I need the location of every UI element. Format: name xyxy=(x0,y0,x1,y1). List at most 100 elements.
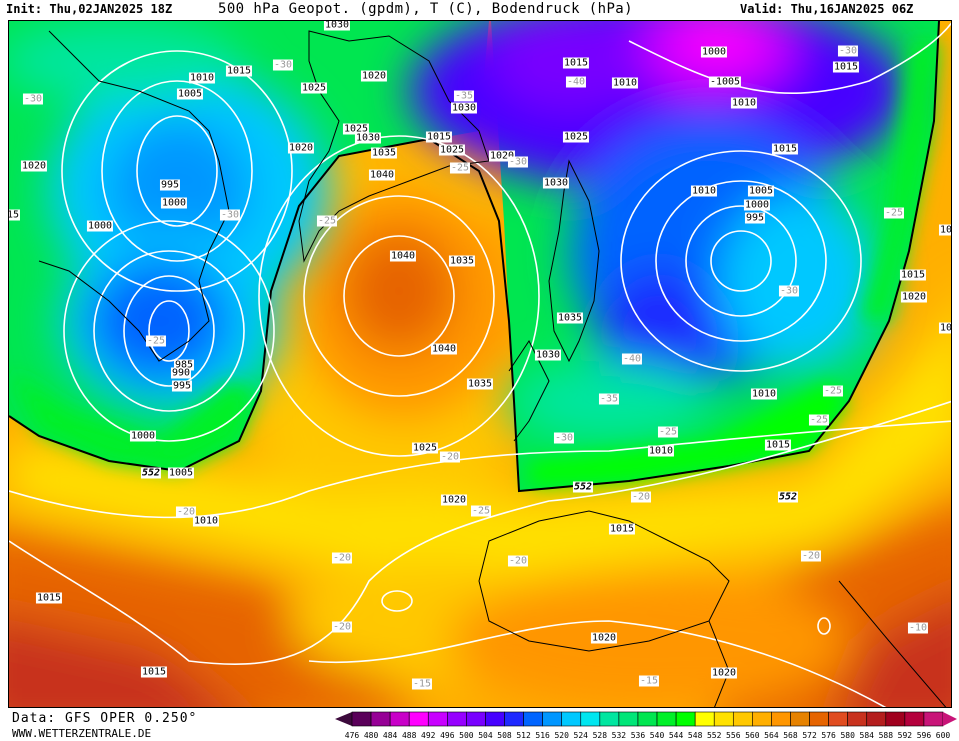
legend-swatch xyxy=(542,711,563,727)
temperature-label: -20 xyxy=(507,555,529,567)
pressure-label: 1025 xyxy=(411,442,439,454)
legend-label: 532 xyxy=(611,731,627,740)
pressure-label: 1010 xyxy=(750,388,778,400)
legend-label: 544 xyxy=(668,731,684,740)
temperature-label: -35 xyxy=(453,90,475,102)
pressure-label: -1005 xyxy=(708,76,742,88)
pressure-label: 995 xyxy=(171,380,193,392)
legend-label: 592 xyxy=(897,731,913,740)
legend-swatch xyxy=(408,711,429,727)
pressure-label: 1010 xyxy=(611,77,639,89)
temperature-label: -35 xyxy=(598,393,620,405)
pressure-label: 1040 xyxy=(368,169,396,181)
pressure-label: 990 xyxy=(170,367,192,379)
pressure-label: 10 xyxy=(938,322,952,334)
legend-swatch xyxy=(656,711,677,727)
pressure-label: 1040 xyxy=(430,343,458,355)
temperature-label: -15 xyxy=(411,678,433,690)
valid-time: Valid: Thu,16JAN2025 06Z xyxy=(740,2,914,16)
legend-swatch xyxy=(637,711,658,727)
legend-label: 540 xyxy=(649,731,665,740)
legend-label: 568 xyxy=(783,731,798,740)
legend-swatch xyxy=(904,711,925,727)
website: WWW.WETTERZENTRALE.DE xyxy=(12,727,152,740)
legend-swatch xyxy=(885,711,906,727)
color-legend: 476 480 484 488 492 496 500 504 508 512 516 520 524 5… xyxy=(0,708,959,741)
pressure-label: 1010 xyxy=(188,72,216,84)
pressure-label: 1025 xyxy=(562,131,590,143)
legend-swatch xyxy=(618,711,639,727)
pressure-label: 1015 xyxy=(771,143,799,155)
temperature-label: -25 xyxy=(657,426,679,438)
legend-label: 528 xyxy=(592,731,608,740)
legend-swatch xyxy=(580,711,601,727)
legend-arrow-above xyxy=(943,712,957,726)
temperature-label: -25 xyxy=(883,207,905,219)
temperature-label: -25 xyxy=(822,385,844,397)
legend-swatch xyxy=(752,711,772,727)
pressure-label: 1030 xyxy=(534,349,562,361)
temperature-label: -30 xyxy=(272,59,294,71)
pressure-label: 1020 xyxy=(710,667,738,679)
legend-swatch xyxy=(866,711,887,727)
legend-swatch xyxy=(809,711,829,727)
pressure-label: 1035 xyxy=(466,378,494,390)
pressure-label: 1015 xyxy=(832,61,860,73)
pressure-label: 1030 xyxy=(450,102,478,114)
legend-swatch xyxy=(828,711,848,727)
legend-swatch xyxy=(523,711,543,727)
legend-swatch xyxy=(847,711,868,727)
legend-label: 584 xyxy=(859,731,874,740)
legend-bar xyxy=(335,711,957,727)
pressure-label: 1000 xyxy=(129,430,157,442)
pressure-label: 995 xyxy=(159,179,181,191)
legend-label: 572 xyxy=(802,731,817,740)
temperature-label: -25 xyxy=(316,215,338,227)
pressure-label: 1025 xyxy=(438,144,466,156)
temperature-label: -15 xyxy=(638,675,660,687)
legend-label: 516 xyxy=(535,731,550,740)
legend-label: 512 xyxy=(516,731,531,740)
legend-swatch xyxy=(466,711,486,727)
legend-swatch xyxy=(427,711,448,727)
legend-label: 504 xyxy=(478,731,493,740)
legend-swatch xyxy=(447,711,467,727)
contour-552 xyxy=(9,21,940,493)
init-time: Init: Thu,02JAN2025 18Z xyxy=(6,2,173,16)
temperature-label: -20 xyxy=(175,506,197,518)
temperature-label: -30 xyxy=(837,45,859,57)
temperature-label: -20 xyxy=(630,491,652,503)
legend-swatch xyxy=(771,711,791,727)
pressure-label: 1010 xyxy=(647,445,675,457)
pressure-label: 985 xyxy=(173,359,195,371)
map-title: 500 hPa Geopot. (gpdm), T (C), Bodendruc… xyxy=(218,1,633,17)
coastlines xyxy=(38,30,947,707)
pressure-label: 1000 xyxy=(743,199,771,211)
pressure-label: 1030 xyxy=(323,20,351,31)
legend-label: 484 xyxy=(382,731,398,740)
legend-swatch xyxy=(389,711,410,727)
temperature-label: -30 xyxy=(219,209,241,221)
legend-label: 596 xyxy=(916,731,932,740)
pressure-label: 1005 xyxy=(167,467,195,479)
legend-swatch xyxy=(713,711,734,727)
legend-label: 500 xyxy=(459,731,474,740)
legend-swatch xyxy=(370,711,391,727)
temperature-label: -20 xyxy=(439,451,461,463)
map-field xyxy=(9,21,951,707)
pressure-label: 1025 xyxy=(300,82,328,94)
legend-swatch xyxy=(561,711,582,727)
data-source: Data: GFS OPER 0.250° xyxy=(12,711,198,726)
pressure-label: 1035 xyxy=(370,147,398,159)
temperature-label: -10 xyxy=(907,622,929,634)
pressure-label: 1030 xyxy=(542,177,570,189)
temperature-label: -40 xyxy=(565,76,587,88)
pressure-label: 1020 xyxy=(590,632,618,644)
legend-label: 536 xyxy=(630,731,646,740)
temperature-label: -25 xyxy=(808,414,830,426)
temperature-label: -25 xyxy=(470,505,492,517)
temperature-label: -20 xyxy=(800,550,822,562)
pressure-label: 1015 xyxy=(562,57,590,69)
legend-label: 492 xyxy=(421,731,436,740)
legend-swatch xyxy=(790,711,810,727)
